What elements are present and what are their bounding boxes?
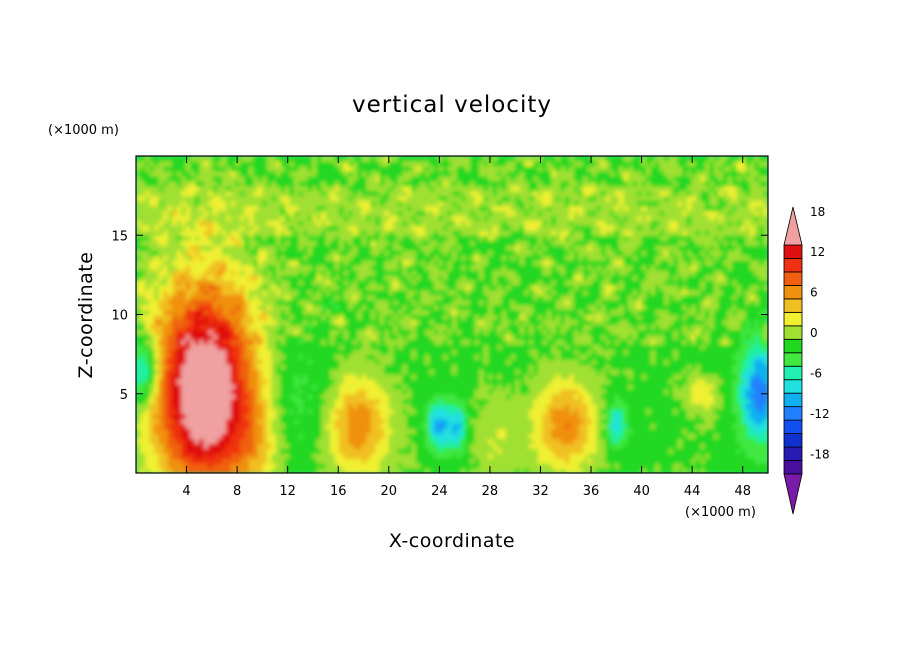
colorbar-segment	[783, 365, 803, 381]
colorbar-segment	[783, 352, 803, 367]
colorbar-tick-label: 18	[810, 205, 825, 219]
colorbar-segment	[783, 460, 803, 475]
x-tick-label: 48	[734, 484, 751, 499]
y-axis: 5 10 15	[111, 229, 768, 403]
y-axis-label: Z-coordinate	[75, 252, 97, 379]
colorbar-segment	[783, 298, 803, 313]
colorbar: 18 12 6 0 -6 -12 -18	[783, 205, 830, 515]
colorbar-segment	[783, 379, 803, 394]
colorbar-segment	[783, 433, 803, 448]
x-tick-label: 20	[381, 484, 398, 499]
y-tick-label: 15	[111, 229, 128, 244]
colorbar-tick-label: -18	[810, 447, 830, 461]
x-tick-label: 12	[279, 484, 296, 499]
colorbar-segment	[783, 244, 803, 259]
colorbar-segment	[783, 325, 803, 340]
colorbar-min-arrow	[783, 473, 803, 515]
colorbar-segment	[783, 419, 803, 434]
x-tick-label: 8	[233, 484, 241, 499]
x-tick-label: 16	[330, 484, 347, 499]
colorbar-max-arrow	[783, 206, 803, 246]
colorbar-tick-label: 6	[810, 286, 818, 300]
x-tick-label: 40	[633, 484, 650, 499]
x-axis-label: X-coordinate	[389, 530, 515, 552]
x-tick-label: 24	[431, 484, 448, 499]
colorbar-segment	[783, 258, 803, 273]
colorbar-segment	[783, 311, 803, 327]
chart-title: vertical velocity	[352, 92, 552, 118]
y-tick-label: 5	[120, 388, 128, 403]
colorbar-segment	[783, 392, 803, 408]
colorbar-segment	[783, 338, 803, 354]
colorbar-segment	[783, 406, 803, 421]
colorbar-tick-label: 12	[810, 245, 825, 259]
x-tick-label: 28	[482, 484, 499, 499]
colorbar-tick-label: -6	[810, 366, 822, 380]
x-tick-label: 32	[532, 484, 549, 499]
x-axis: 4 8 12 16 20 24 28 32 36 40 44 48	[182, 156, 751, 499]
colorbar-segment	[783, 446, 803, 461]
y-axis-unit: (×1000 m)	[48, 123, 119, 138]
y-tick-label: 10	[111, 309, 128, 324]
colorbar-tick-label: -12	[810, 407, 830, 421]
x-tick-label: 44	[684, 484, 701, 499]
colorbar-segment	[783, 271, 803, 286]
colorbar-segment	[783, 285, 803, 300]
velocity-field	[136, 156, 768, 473]
colorbar-tick-label: 0	[810, 326, 818, 340]
x-tick-label: 4	[182, 484, 190, 499]
x-axis-unit: (×1000 m)	[685, 505, 756, 520]
x-tick-label: 36	[583, 484, 600, 499]
